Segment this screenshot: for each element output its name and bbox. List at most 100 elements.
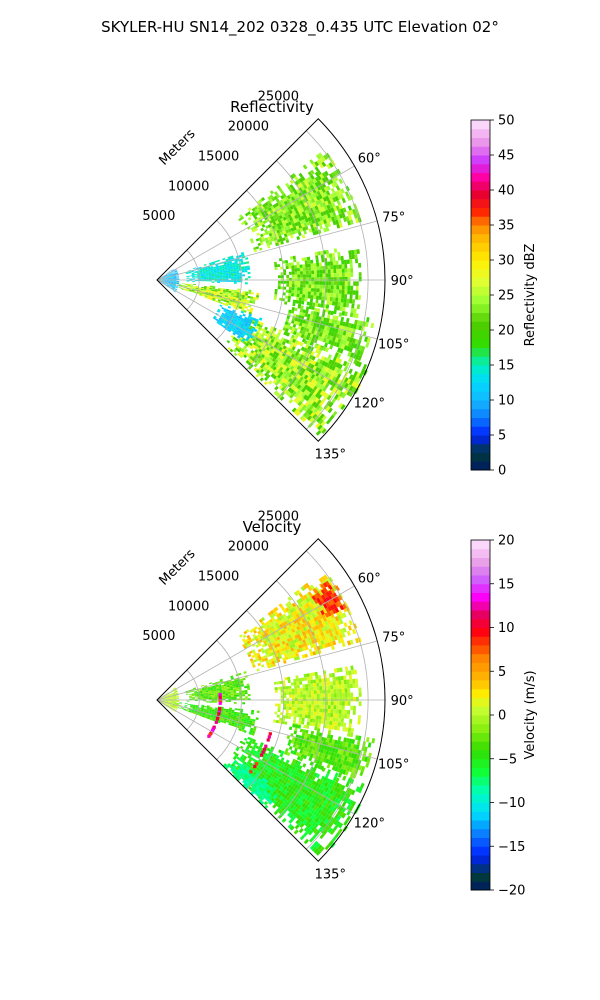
echo-cell bbox=[292, 631, 297, 636]
echo-cell bbox=[324, 342, 328, 348]
echo-cell bbox=[288, 746, 293, 750]
echo-cell bbox=[282, 388, 288, 394]
echo-cell bbox=[205, 695, 209, 697]
echo-cell bbox=[360, 782, 365, 789]
echo-cell bbox=[162, 282, 165, 284]
echo-cell bbox=[333, 181, 339, 187]
echo-cell bbox=[162, 278, 166, 280]
echo-cell bbox=[323, 587, 328, 593]
echo-cell bbox=[299, 647, 304, 652]
echo-cell bbox=[312, 201, 317, 207]
echo-cell bbox=[166, 273, 170, 275]
echo-cell bbox=[227, 256, 231, 259]
echo-cell bbox=[305, 309, 309, 314]
echo-cell bbox=[285, 332, 290, 337]
echo-cell bbox=[313, 322, 317, 328]
echo-cell bbox=[334, 372, 339, 378]
echo-cell bbox=[217, 300, 221, 304]
echo-cell bbox=[346, 259, 350, 264]
echo-cell bbox=[297, 697, 301, 701]
echo-cell bbox=[295, 210, 300, 215]
echo-cell bbox=[293, 678, 297, 683]
echo-cell bbox=[273, 237, 277, 241]
echo-cell bbox=[265, 208, 270, 213]
echo-cell bbox=[254, 655, 259, 660]
echo-cell bbox=[283, 706, 287, 710]
echo-cell bbox=[176, 283, 179, 285]
echo-cell bbox=[211, 273, 215, 276]
echo-cell bbox=[317, 180, 322, 186]
echo-cell bbox=[266, 654, 270, 658]
echo-cell bbox=[296, 205, 301, 211]
echo-cell bbox=[202, 269, 206, 271]
echo-cell bbox=[249, 650, 253, 654]
echo-cell bbox=[339, 692, 343, 698]
echo-cell bbox=[233, 269, 237, 272]
echo-cell bbox=[282, 327, 287, 331]
echo-cell bbox=[355, 637, 359, 644]
echo-cell bbox=[299, 381, 304, 387]
echo-cell bbox=[317, 619, 323, 625]
echo-cell bbox=[228, 301, 232, 304]
echo-cell bbox=[319, 426, 325, 433]
echo-cell bbox=[296, 681, 300, 686]
echo-cell bbox=[255, 318, 259, 322]
echo-cell bbox=[222, 274, 226, 276]
echo-cell bbox=[302, 164, 308, 170]
echo-cell bbox=[176, 283, 179, 285]
echo-cell bbox=[191, 270, 194, 273]
echo-cell bbox=[303, 374, 309, 380]
echo-cell bbox=[305, 284, 309, 288]
echo-cell bbox=[330, 187, 336, 194]
echo-cell bbox=[257, 210, 261, 215]
colorbar-segment bbox=[471, 120, 490, 130]
echo-cell bbox=[358, 692, 362, 697]
echo-cell bbox=[305, 187, 310, 193]
velocity-title: Velocity bbox=[243, 518, 302, 536]
echo-cell bbox=[330, 193, 335, 199]
echo-cell bbox=[297, 325, 302, 330]
echo-cell bbox=[302, 291, 306, 295]
echo-cell bbox=[329, 212, 334, 218]
echo-cell bbox=[355, 290, 359, 296]
echo-cell bbox=[204, 687, 208, 690]
echo-cell bbox=[318, 678, 322, 683]
echo-cell bbox=[345, 302, 350, 308]
echo-cell bbox=[305, 625, 310, 631]
echo-cell bbox=[269, 352, 274, 357]
echo-cell bbox=[243, 323, 248, 328]
echo-cell bbox=[303, 327, 307, 332]
echo-cell bbox=[337, 629, 342, 635]
echo-cell bbox=[262, 623, 267, 628]
echo-cell bbox=[164, 275, 168, 277]
echo-cell bbox=[305, 408, 311, 414]
echo-cell bbox=[162, 282, 165, 284]
echo-cell bbox=[317, 701, 320, 705]
echo-cell bbox=[184, 284, 188, 286]
echo-cell bbox=[339, 321, 344, 326]
echo-cell bbox=[293, 685, 297, 689]
echo-cell bbox=[222, 277, 226, 279]
echo-cell bbox=[346, 714, 350, 719]
echo-cell bbox=[286, 703, 290, 707]
echo-cell bbox=[300, 392, 306, 398]
echo-cell bbox=[288, 377, 293, 383]
echo-cell bbox=[224, 312, 229, 316]
echo-cell bbox=[348, 368, 353, 375]
echo-cell bbox=[292, 723, 296, 728]
echo-cell bbox=[266, 346, 270, 351]
colorbar-segment bbox=[471, 321, 490, 331]
echo-cell bbox=[311, 406, 316, 412]
echo-cell bbox=[349, 259, 353, 264]
echo-cell bbox=[277, 275, 281, 279]
echo-cell bbox=[318, 715, 322, 720]
echo-cell bbox=[225, 275, 229, 278]
echo-cell bbox=[171, 287, 175, 289]
echo-cell bbox=[300, 694, 304, 698]
echo-cell bbox=[199, 294, 202, 297]
echo-cell bbox=[210, 686, 213, 688]
echo-cell bbox=[231, 695, 234, 697]
echo-cell bbox=[319, 636, 324, 642]
echo-cell bbox=[309, 604, 315, 610]
echo-cell bbox=[242, 320, 246, 324]
